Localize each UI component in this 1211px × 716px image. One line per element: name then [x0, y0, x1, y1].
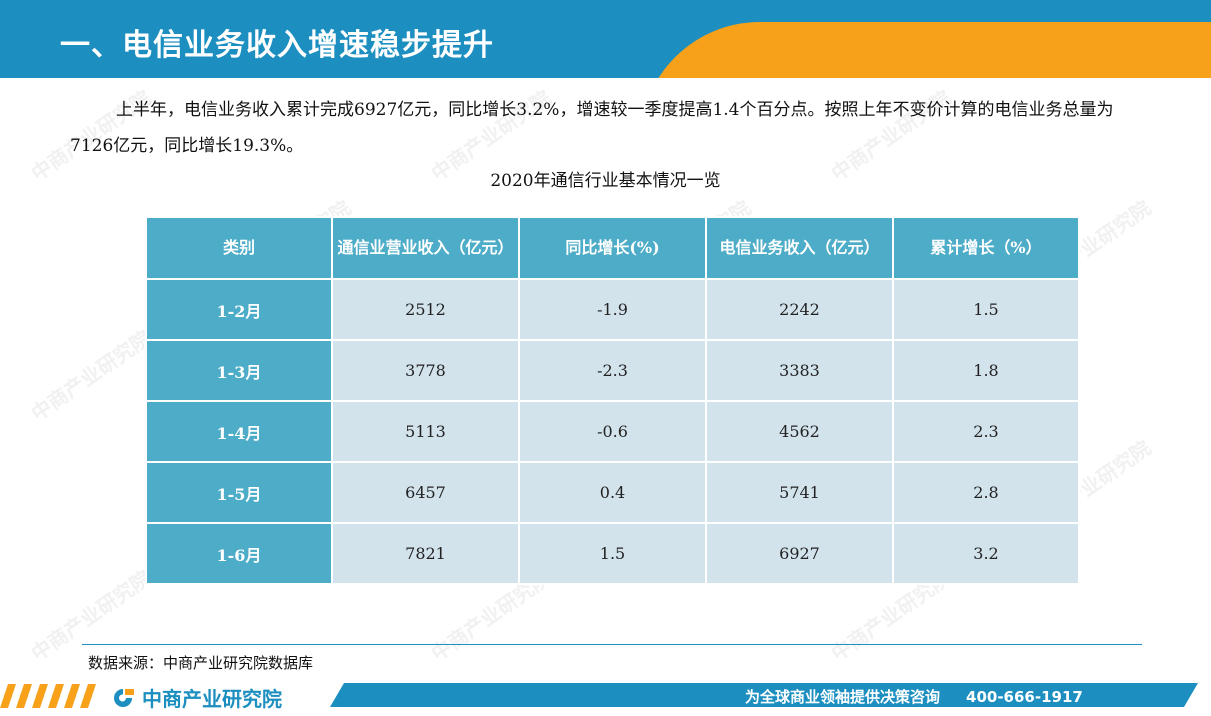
table-cell: 6927 — [705, 522, 894, 585]
table-cell: 0.4 — [518, 461, 707, 524]
table-cell: 5741 — [705, 461, 894, 524]
table-row: 1-5月 6457 0.4 5741 2.8 — [145, 461, 1080, 524]
row-label: 1-3月 — [145, 339, 333, 402]
page-title: 一、电信业务收入增速稳步提升 — [60, 28, 494, 63]
table-cell: 3383 — [705, 339, 894, 402]
table-cell: 2.3 — [892, 400, 1080, 463]
table-title: 2020年通信行业基本情况一览 — [490, 171, 721, 191]
table-row: 1-3月 3778 -2.3 3383 1.8 — [145, 339, 1080, 402]
footer-slogan-bar — [330, 683, 1198, 707]
data-source-note: 数据来源：中商产业研究院数据库 — [88, 654, 314, 672]
row-label: 1-6月 — [145, 522, 333, 585]
data-table: 类别 通信业营业收入（亿元） 同比增长(%) 电信业务收入（亿元） 累计增长（%… — [145, 216, 1080, 585]
summary-paragraph: 上半年，电信业务收入累计完成6927亿元，同比增长3.2%，增速较一季度提高1.… — [70, 100, 1114, 156]
table-row: 1-2月 2512 -1.9 2242 1.5 — [145, 278, 1080, 341]
table-header-row: 类别 通信业营业收入（亿元） 同比增长(%) 电信业务收入（亿元） 累计增长（%… — [145, 216, 1080, 280]
header-category: 类别 — [145, 216, 333, 280]
row-label: 1-4月 — [145, 400, 333, 463]
footer-stripes-decoration — [0, 684, 96, 708]
footer-logo-text: 中商产业研究院 — [142, 687, 282, 711]
watermark-text: 中商产业研究院 — [26, 325, 156, 426]
table-cell: -0.6 — [518, 400, 707, 463]
header-telecom-service-revenue: 电信业务收入（亿元） — [705, 216, 894, 280]
header-bar: 一、电信业务收入增速稳步提升 — [0, 0, 1211, 78]
table-row: 1-6月 7821 1.5 6927 3.2 — [145, 522, 1080, 585]
watermark-text: 中商产业研究院 — [26, 565, 156, 666]
header-accent-shape — [640, 22, 1211, 78]
table-cell: 1.5 — [518, 522, 707, 585]
table-cell: -2.3 — [518, 339, 707, 402]
table-cell: 5113 — [331, 400, 520, 463]
footer-logo: 中商产业研究院 — [110, 683, 282, 712]
header-cumulative-growth: 累计增长（%） — [892, 216, 1080, 280]
footer-phone: 400-666-1917 — [966, 688, 1083, 706]
table-cell: 2.8 — [892, 461, 1080, 524]
table-cell: -1.9 — [518, 278, 707, 341]
table-row: 1-4月 5113 -0.6 4562 2.3 — [145, 400, 1080, 463]
footer-slogan-text: 为全球商业领袖提供决策咨询 — [745, 688, 941, 706]
table-cell: 4562 — [705, 400, 894, 463]
row-label: 1-2月 — [145, 278, 333, 341]
header-telecom-industry-revenue: 通信业营业收入（亿元） — [331, 216, 520, 280]
row-label: 1-5月 — [145, 461, 333, 524]
table-cell: 7821 — [331, 522, 520, 585]
table-cell: 1.8 — [892, 339, 1080, 402]
footer-divider — [82, 644, 1142, 645]
table-cell: 6457 — [331, 461, 520, 524]
table-cell: 3.2 — [892, 522, 1080, 585]
footer-slogan: 为全球商业领袖提供决策咨询 400-666-1917 — [745, 686, 1083, 707]
header-yoy-growth: 同比增长(%) — [518, 216, 707, 280]
table-cell: 2512 — [331, 278, 520, 341]
table-cell: 3778 — [331, 339, 520, 402]
table-cell: 2242 — [705, 278, 894, 341]
company-logo-icon — [114, 688, 134, 707]
table-cell: 1.5 — [892, 278, 1080, 341]
